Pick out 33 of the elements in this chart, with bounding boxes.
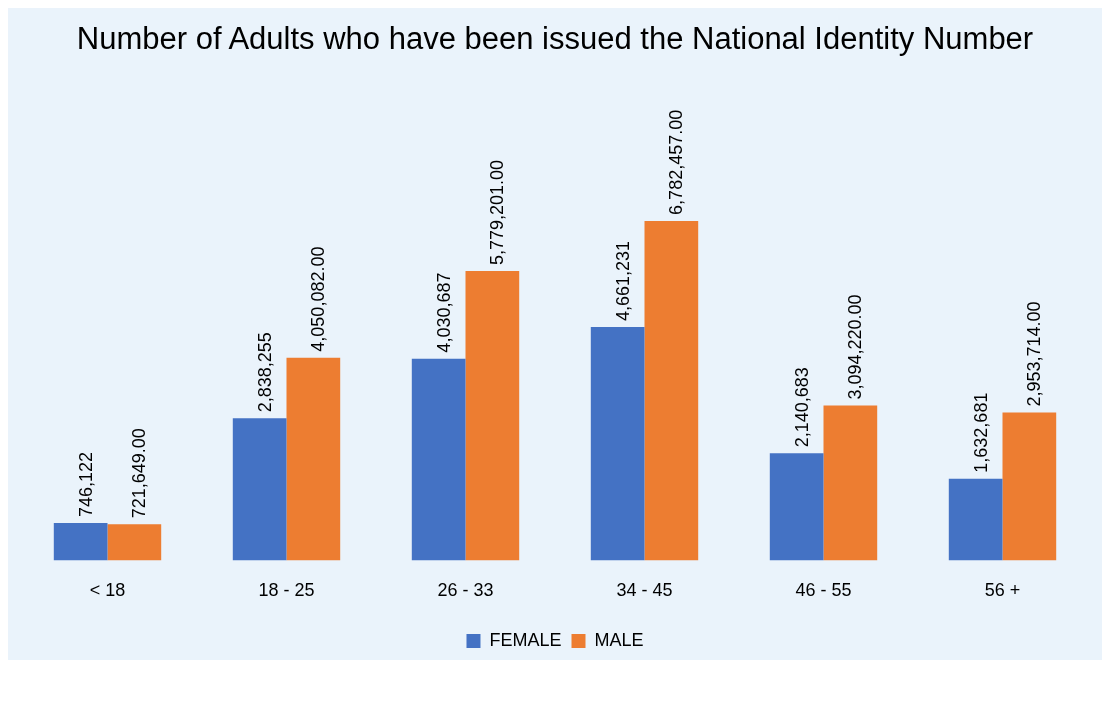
x-tick-label: 34 - 45 xyxy=(616,580,673,601)
bar xyxy=(644,220,699,561)
bar xyxy=(411,358,466,561)
x-tick-label: < 18 xyxy=(89,580,126,601)
data-label: 1,632,681 xyxy=(970,392,991,473)
data-label: 4,030,687 xyxy=(433,272,454,353)
bar xyxy=(107,524,162,561)
data-label: 746,122 xyxy=(75,451,96,517)
data-label: 4,050,082.00 xyxy=(308,246,329,352)
bar xyxy=(53,522,108,561)
bar xyxy=(590,326,645,561)
legend-label: FEMALE xyxy=(489,629,562,650)
data-label: 2,838,255 xyxy=(254,332,275,413)
data-label: 3,094,220.00 xyxy=(845,294,866,400)
data-label: 5,779,201.00 xyxy=(487,159,508,265)
x-tick-label: 18 - 25 xyxy=(258,580,315,601)
data-label: 2,953,714.00 xyxy=(1024,301,1045,407)
data-label: 6,782,457.00 xyxy=(666,109,687,215)
bar xyxy=(1002,412,1057,561)
data-label: 2,140,683 xyxy=(791,367,812,448)
bar xyxy=(769,453,824,561)
bar xyxy=(232,418,287,561)
chart-title: Number of Adults who have been issued the National Identity Number xyxy=(75,20,1035,58)
x-tick-label: 46 - 55 xyxy=(795,580,852,601)
x-tick-label: 26 - 33 xyxy=(437,580,494,601)
data-label: 4,661,231 xyxy=(612,240,633,321)
bar xyxy=(823,405,878,561)
bar xyxy=(286,357,341,561)
x-tick-label: 56 + xyxy=(984,580,1021,601)
legend-label: MALE xyxy=(594,629,644,650)
bar xyxy=(948,478,1003,561)
bar xyxy=(465,270,520,561)
data-label: 721,649.00 xyxy=(129,428,150,519)
